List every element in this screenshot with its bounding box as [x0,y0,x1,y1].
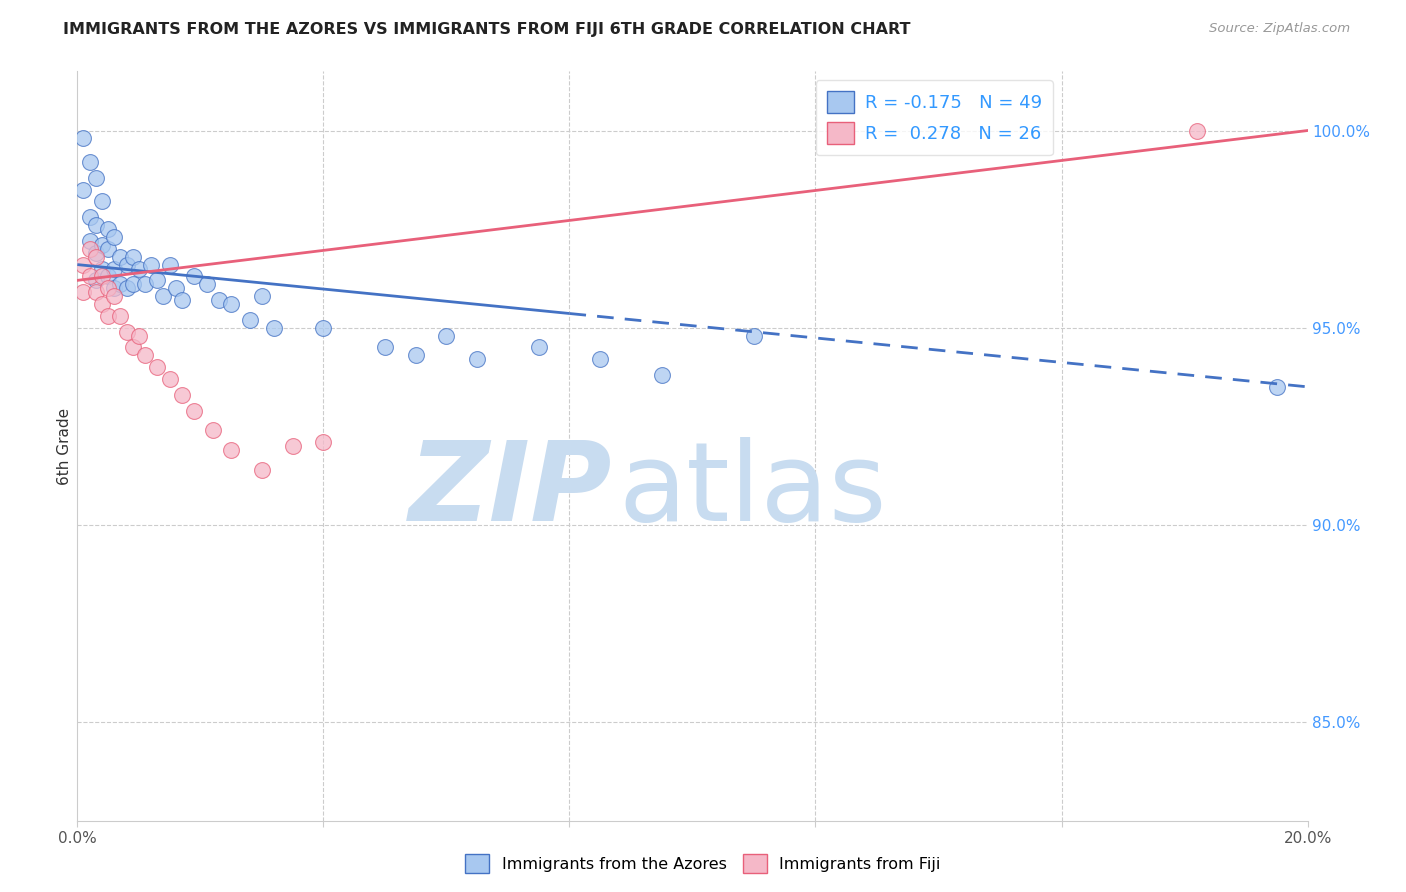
Point [183,403,205,417]
Point [84,218,107,232]
Point [79,242,101,256]
Point [250,463,273,477]
Point [405,348,427,362]
Point [79,234,101,248]
Point [79,211,101,225]
Point [134,348,156,362]
Point [97,269,120,284]
Point [72,131,94,145]
Point [465,352,488,367]
Point [312,435,335,450]
Point [195,277,218,292]
Y-axis label: 6th Grade: 6th Grade [56,408,72,484]
Point [115,325,138,339]
Point [239,313,262,327]
Point [128,328,150,343]
Point [72,258,94,272]
Point [159,258,181,272]
Point [159,372,181,386]
Point [84,170,107,185]
Point [110,309,132,323]
Point [90,238,114,252]
Point [1265,380,1288,394]
Point [84,250,107,264]
Legend: Immigrants from the Azores, Immigrants from Fiji: Immigrants from the Azores, Immigrants f… [458,847,948,880]
Point [1185,123,1208,137]
Point [250,289,273,303]
Point [183,269,205,284]
Text: ZIP: ZIP [409,437,613,544]
Point [134,277,156,292]
Point [97,242,120,256]
Point [374,340,396,354]
Point [115,281,138,295]
Point [146,273,169,287]
Point [121,277,143,292]
Point [312,320,335,334]
Point [170,293,193,307]
Point [436,328,458,343]
Point [84,285,107,300]
Point [84,245,107,260]
Legend: R = -0.175   N = 49, R =  0.278   N = 26: R = -0.175 N = 49, R = 0.278 N = 26 [815,80,1053,155]
Point [97,281,120,295]
Point [121,250,143,264]
Point [72,183,94,197]
Point [84,273,107,287]
Text: IMMIGRANTS FROM THE AZORES VS IMMIGRANTS FROM FIJI 6TH GRADE CORRELATION CHART: IMMIGRANTS FROM THE AZORES VS IMMIGRANTS… [63,22,911,37]
Point [281,439,304,453]
Point [201,423,224,437]
Point [219,297,242,311]
Point [152,289,174,303]
Point [72,285,94,300]
Point [527,340,550,354]
Point [208,293,231,307]
Point [165,281,187,295]
Point [90,194,114,209]
Point [110,250,132,264]
Point [115,258,138,272]
Point [128,261,150,276]
Text: atlas: atlas [619,437,887,544]
Point [97,309,120,323]
Point [121,340,143,354]
Point [90,269,114,284]
Point [103,289,125,303]
Point [90,297,114,311]
Point [263,320,285,334]
Point [141,258,163,272]
Point [219,442,242,457]
Point [79,269,101,284]
Text: Source: ZipAtlas.com: Source: ZipAtlas.com [1209,22,1350,36]
Point [103,261,125,276]
Point [146,360,169,375]
Point [90,261,114,276]
Point [110,277,132,292]
Point [589,352,612,367]
Point [651,368,673,382]
Point [79,155,101,169]
Point [170,388,193,402]
Point [97,222,120,236]
Point [742,328,765,343]
Point [103,230,125,244]
Point [103,281,125,295]
